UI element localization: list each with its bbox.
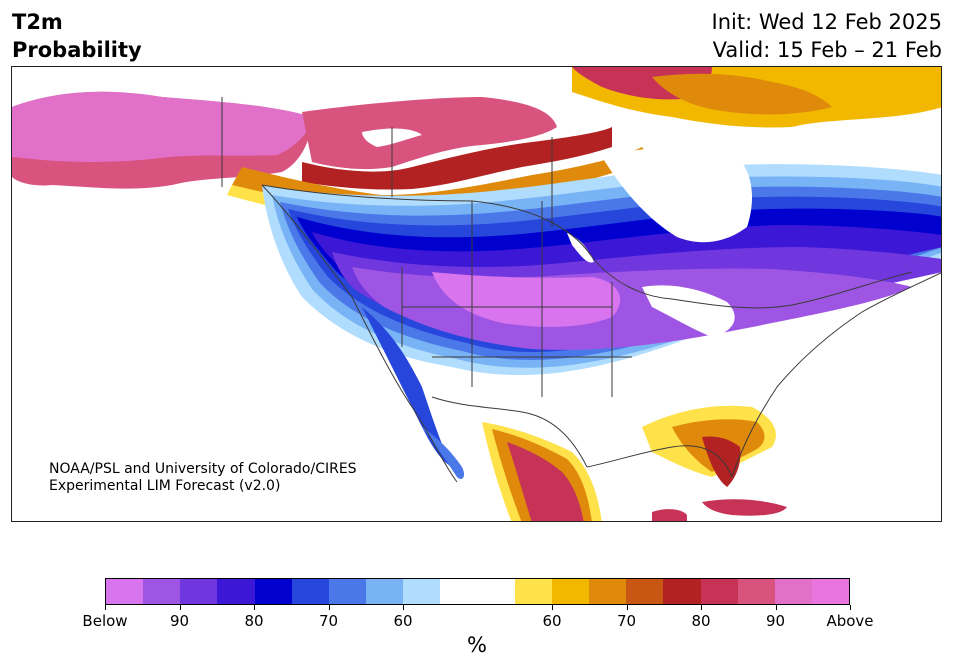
hudson-bay bbox=[602, 146, 752, 243]
colorbar-swatch bbox=[811, 579, 850, 604]
credit-line-1: NOAA/PSL and University of Colorado/CIRE… bbox=[49, 461, 357, 477]
colorbar-tick-label: 60 bbox=[393, 612, 413, 630]
colorbar-swatch bbox=[514, 579, 552, 604]
colorbar-unit: % bbox=[467, 633, 487, 657]
colorbar-tick-label: 80 bbox=[244, 612, 264, 630]
map-title: T2m Probability bbox=[12, 8, 142, 64]
baja-blue bbox=[422, 427, 465, 479]
colorbar-tick-label: Above bbox=[826, 612, 874, 630]
arctic-orange bbox=[652, 73, 832, 115]
colorbar-tick-mark bbox=[403, 605, 404, 610]
colorbar-swatch bbox=[774, 579, 812, 604]
colorbar-swatch bbox=[254, 579, 292, 604]
colorbar-tick-mark bbox=[179, 605, 181, 610]
canada-north-pink bbox=[302, 97, 557, 170]
init-date: Init: Wed 12 Feb 2025 bbox=[711, 10, 942, 34]
canada-orange-band bbox=[232, 147, 652, 209]
atlantic-coast bbox=[731, 272, 941, 478]
alaska-above-region bbox=[12, 91, 312, 162]
colorbar-swatch bbox=[143, 579, 181, 604]
colorbar-swatch bbox=[328, 579, 367, 604]
map-panel bbox=[11, 66, 942, 522]
colorbar-swatch bbox=[551, 579, 590, 604]
title-quantity: Probability bbox=[12, 38, 142, 62]
colorbar-swatch bbox=[626, 579, 664, 604]
colorbar-swatch bbox=[700, 579, 738, 604]
forecast-dates: Init: Wed 12 Feb 2025 Valid: 15 Feb – 21… bbox=[712, 8, 942, 64]
mexico-red bbox=[507, 442, 584, 521]
cold-below-core bbox=[432, 272, 621, 327]
colorbar-swatch bbox=[589, 579, 627, 604]
colorbar-tick-label: 70 bbox=[616, 612, 637, 630]
credit-text: NOAA/PSL and University of Colorado/CIRE… bbox=[49, 461, 357, 495]
us-mexico-border bbox=[431, 396, 588, 468]
colorbar-swatch bbox=[217, 579, 255, 604]
colorbar-tick-mark bbox=[701, 605, 702, 610]
colorbar-tick-mark bbox=[328, 605, 330, 610]
colorbar-tick-mark bbox=[254, 605, 255, 610]
colorbar-tick-mark bbox=[775, 605, 777, 610]
colorbar-swatch bbox=[477, 579, 515, 604]
us-canada-border bbox=[261, 184, 913, 309]
colorbar-tick-mark bbox=[626, 605, 628, 610]
colorbar bbox=[105, 578, 850, 605]
colorbar-tick-label: Below bbox=[82, 612, 128, 630]
colorbar-swatch bbox=[291, 579, 329, 604]
colorbar-tick-label: 80 bbox=[691, 612, 711, 630]
colorbar-tick-label: 90 bbox=[169, 612, 190, 630]
boundaries bbox=[221, 97, 941, 483]
colorbar-swatch bbox=[663, 579, 701, 604]
colorbar-swatch bbox=[106, 579, 144, 604]
gulf-coast bbox=[586, 445, 733, 478]
yucatan-red bbox=[652, 509, 687, 521]
probability-field bbox=[12, 67, 941, 521]
colorbar-swatch bbox=[366, 579, 404, 604]
colorbar-swatch bbox=[180, 579, 218, 604]
colorbar-swatch bbox=[737, 579, 775, 604]
canada-north-red bbox=[302, 127, 612, 190]
colorbar-tick-mark bbox=[850, 605, 851, 610]
colorbar-tick-label: 60 bbox=[542, 612, 562, 630]
colorbar-swatch bbox=[440, 579, 478, 604]
west-coast-blue bbox=[362, 307, 452, 467]
pacific-coast bbox=[261, 184, 458, 483]
colorbar-tick-label: 90 bbox=[765, 612, 786, 630]
valid-range: Valid: 15 Feb – 21 Feb bbox=[712, 38, 942, 62]
colorbar-swatch bbox=[403, 579, 441, 604]
colorbar-tick-mark bbox=[552, 605, 553, 610]
lake-winnipeg bbox=[567, 233, 594, 263]
colorbar-tick-mark bbox=[105, 605, 106, 610]
title-variable: T2m bbox=[12, 10, 63, 34]
colorbar-tick-label: 70 bbox=[318, 612, 339, 630]
credit-line-2: Experimental LIM Forecast (v2.0) bbox=[49, 478, 281, 494]
north-america-map bbox=[12, 67, 941, 521]
cuba-red bbox=[702, 499, 787, 516]
